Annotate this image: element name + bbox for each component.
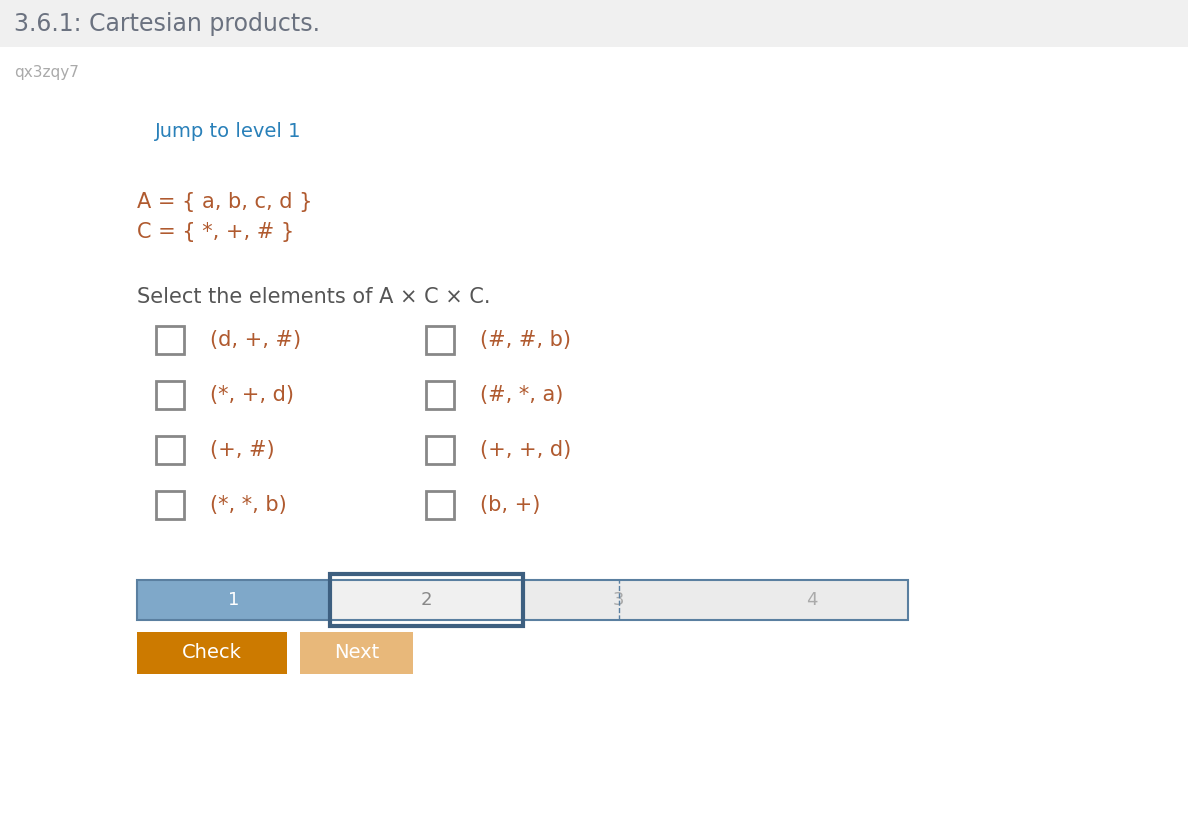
Text: 2: 2 <box>421 591 432 609</box>
FancyBboxPatch shape <box>156 491 184 519</box>
Text: 1: 1 <box>228 591 239 609</box>
FancyBboxPatch shape <box>715 580 908 620</box>
FancyBboxPatch shape <box>301 632 413 674</box>
Text: 3.6.1: Cartesian products.: 3.6.1: Cartesian products. <box>14 11 320 36</box>
Text: Jump to level 1: Jump to level 1 <box>154 122 302 141</box>
Text: (+, #): (+, #) <box>210 440 274 460</box>
FancyBboxPatch shape <box>137 580 330 620</box>
FancyBboxPatch shape <box>156 436 184 464</box>
Text: Next: Next <box>334 644 379 663</box>
Text: qx3zqy7: qx3zqy7 <box>14 65 78 80</box>
Text: (#, *, a): (#, *, a) <box>480 385 563 405</box>
Text: C = { *, +, # }: C = { *, +, # } <box>137 222 295 242</box>
FancyBboxPatch shape <box>426 491 454 519</box>
Text: 3: 3 <box>613 591 625 609</box>
Text: (d, +, #): (d, +, #) <box>210 330 301 350</box>
FancyBboxPatch shape <box>0 0 1188 47</box>
FancyBboxPatch shape <box>330 580 523 620</box>
FancyBboxPatch shape <box>523 580 715 620</box>
FancyBboxPatch shape <box>426 381 454 409</box>
Text: (b, +): (b, +) <box>480 495 541 515</box>
Text: (#, #, b): (#, #, b) <box>480 330 571 350</box>
FancyBboxPatch shape <box>426 436 454 464</box>
Text: (*, +, d): (*, +, d) <box>210 385 293 405</box>
FancyBboxPatch shape <box>426 326 454 354</box>
Text: A = { a, b, c, d }: A = { a, b, c, d } <box>137 193 312 212</box>
FancyBboxPatch shape <box>156 326 184 354</box>
Text: Select the elements of A × C × C.: Select the elements of A × C × C. <box>137 287 491 308</box>
Text: Check: Check <box>182 644 242 663</box>
FancyBboxPatch shape <box>156 381 184 409</box>
Text: (*, *, b): (*, *, b) <box>210 495 286 515</box>
FancyBboxPatch shape <box>137 632 287 674</box>
Text: 4: 4 <box>805 591 817 609</box>
Text: (+, +, d): (+, +, d) <box>480 440 571 460</box>
